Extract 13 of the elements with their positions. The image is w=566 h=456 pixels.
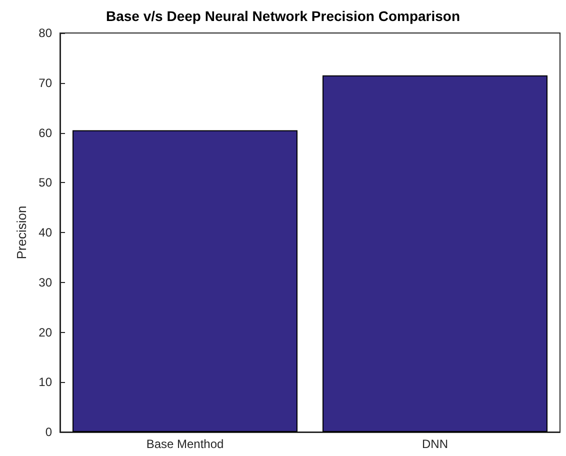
y-tick-label: 70 — [38, 76, 52, 90]
x-tick-label: Base Menthod — [146, 437, 224, 451]
y-tick-label: 10 — [38, 375, 52, 390]
chart-title: Base v/s Deep Neural Network Precision Comparison — [106, 8, 460, 24]
x-tick-label: DNN — [422, 437, 448, 451]
y-tick-label: 50 — [38, 176, 52, 190]
y-tick-label: 40 — [38, 226, 52, 240]
y-axis-title: Precision — [14, 206, 29, 260]
y-tick-label: 80 — [38, 26, 52, 40]
y-tick-label: 30 — [38, 275, 52, 290]
y-tick-label: 0 — [45, 425, 52, 439]
y-tick-label: 60 — [38, 126, 52, 140]
y-tick-label: 20 — [38, 325, 52, 340]
